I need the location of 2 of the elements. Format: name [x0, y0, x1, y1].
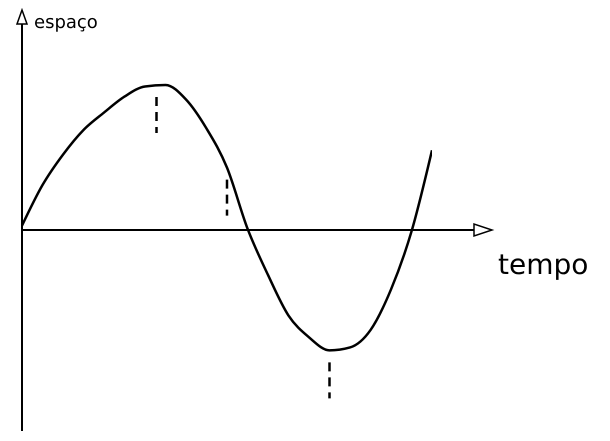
y-axis-title: espaço: [34, 12, 98, 33]
x-axis-title: tempo: [498, 248, 588, 281]
